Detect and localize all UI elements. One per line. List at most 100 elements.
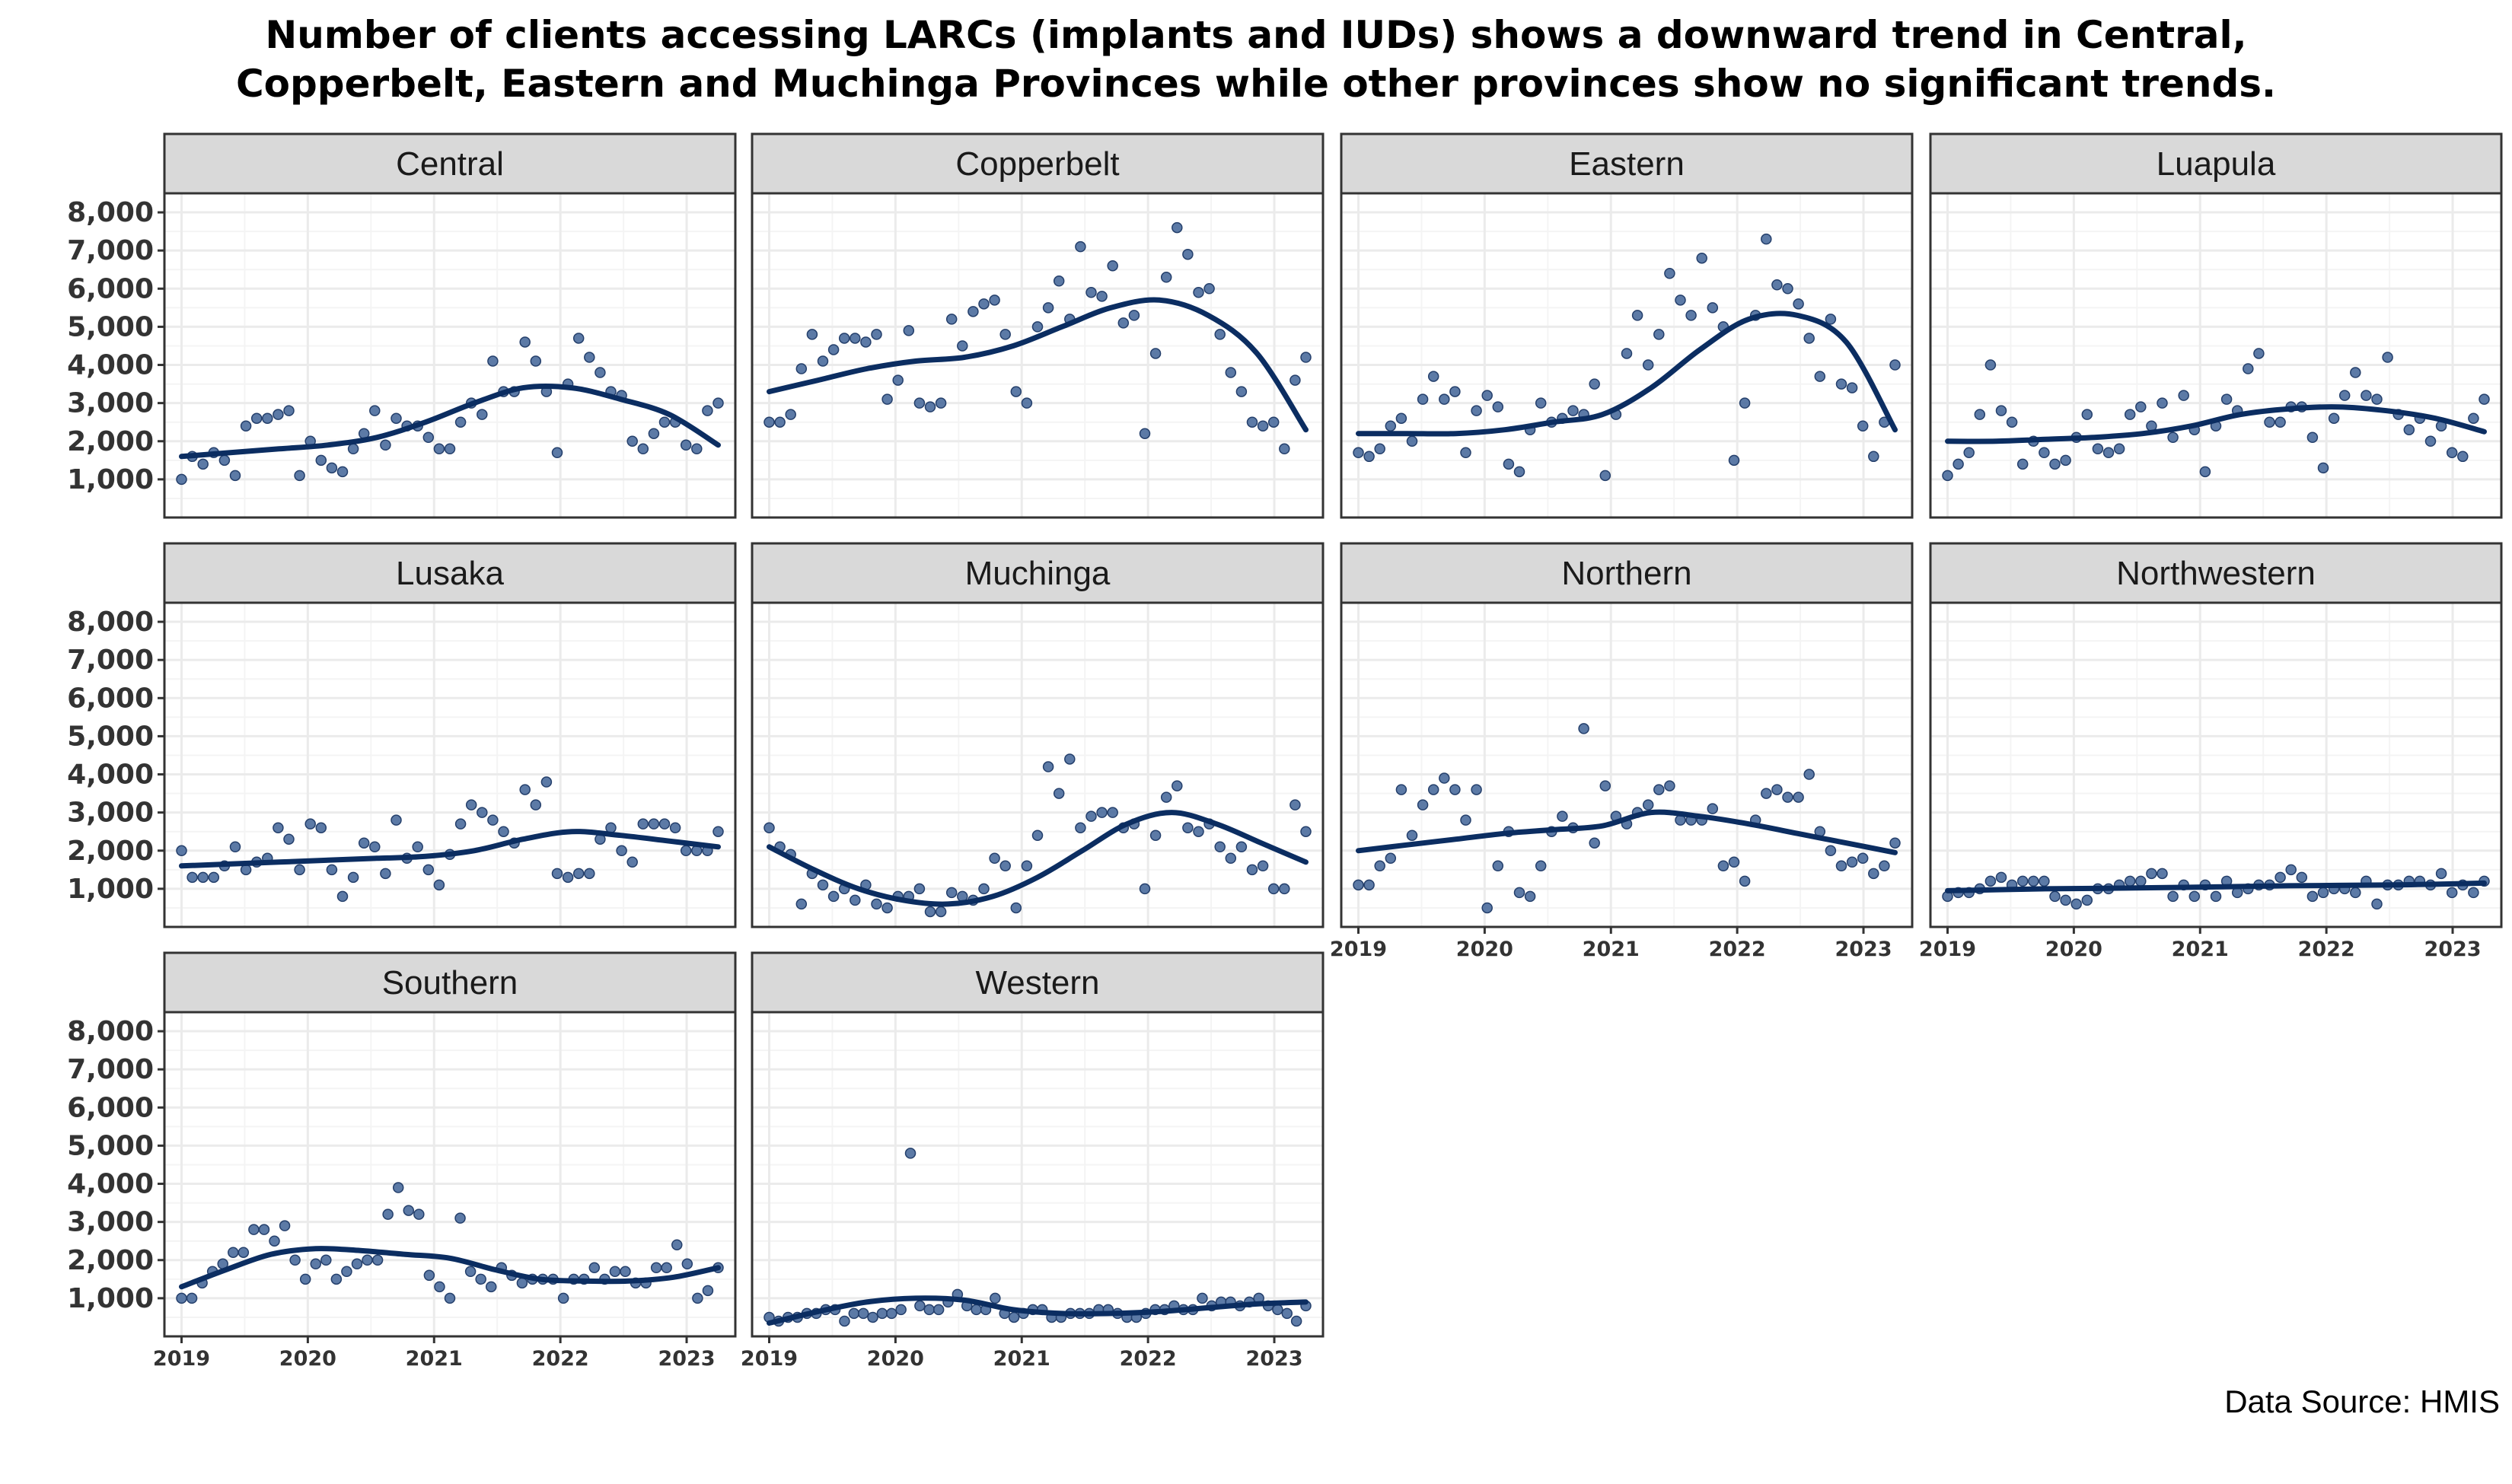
x-tick-label: 2023 bbox=[658, 1347, 715, 1371]
data-point bbox=[2361, 390, 2372, 401]
data-point bbox=[454, 818, 467, 830]
data-point bbox=[1685, 310, 1697, 321]
x-tick-label: 2019 bbox=[741, 1347, 798, 1371]
x-tick-label: 2022 bbox=[1709, 938, 1766, 961]
data-point bbox=[2285, 864, 2297, 876]
trend-line-lusaka bbox=[179, 829, 721, 869]
data-point bbox=[1182, 822, 1194, 833]
data-point bbox=[1385, 852, 1397, 865]
data-point bbox=[240, 420, 252, 432]
data-point bbox=[1846, 382, 1858, 393]
data-point bbox=[871, 898, 882, 910]
y-tick-label: 4,000 bbox=[67, 350, 154, 381]
data-point bbox=[464, 1266, 477, 1278]
data-point bbox=[1374, 860, 1385, 872]
panel-border bbox=[163, 192, 737, 519]
data-point bbox=[2070, 898, 2082, 910]
data-point bbox=[1653, 784, 1665, 795]
data-point bbox=[1984, 875, 1997, 887]
x-tick-label: 2019 bbox=[153, 1347, 210, 1371]
facet-label-northern: Northern bbox=[1561, 555, 1691, 592]
data-point bbox=[691, 443, 703, 455]
data-point bbox=[1395, 412, 1407, 424]
data-point bbox=[2479, 393, 2490, 405]
data-point bbox=[1172, 780, 1183, 791]
data-point bbox=[2446, 447, 2458, 459]
data-point bbox=[1953, 458, 1964, 470]
data-point bbox=[669, 822, 681, 833]
data-point bbox=[935, 906, 947, 918]
x-tick-label: 2020 bbox=[867, 1347, 924, 1371]
data-point bbox=[273, 409, 284, 420]
data-point bbox=[176, 1292, 187, 1304]
data-point bbox=[1513, 466, 1525, 478]
data-point bbox=[1225, 367, 1237, 378]
data-point bbox=[1771, 784, 1783, 795]
data-point bbox=[279, 1220, 291, 1231]
data-point bbox=[465, 799, 477, 810]
data-point bbox=[2403, 424, 2415, 435]
data-point bbox=[1739, 875, 1751, 887]
data-point bbox=[477, 409, 488, 420]
data-point bbox=[351, 1258, 363, 1270]
data-point bbox=[2124, 409, 2136, 420]
data-point bbox=[2264, 416, 2275, 428]
data-point bbox=[1868, 868, 1879, 880]
data-point bbox=[1696, 252, 1707, 264]
data-point bbox=[1995, 405, 2007, 416]
data-point bbox=[1214, 841, 1226, 853]
data-point bbox=[1353, 447, 1364, 459]
data-point bbox=[176, 845, 187, 857]
data-point bbox=[551, 868, 563, 880]
trend-line-eastern bbox=[1356, 310, 1898, 437]
facet-label-northwestern: Northwestern bbox=[2116, 555, 2316, 592]
data-point bbox=[1172, 221, 1183, 234]
panel-border bbox=[751, 1011, 1325, 1338]
data-point bbox=[1449, 386, 1461, 397]
data-point bbox=[1664, 267, 1675, 279]
facet-label-lusaka: Lusaka bbox=[396, 555, 504, 592]
data-point bbox=[1868, 451, 1879, 463]
data-source-note: Data Source: HMIS bbox=[2224, 1384, 2500, 1419]
data-point bbox=[1064, 753, 1076, 765]
data-point bbox=[2102, 447, 2115, 459]
data-point bbox=[347, 443, 359, 455]
data-point bbox=[971, 1304, 982, 1316]
panel-border bbox=[751, 192, 1325, 519]
data-point bbox=[1835, 378, 1847, 390]
data-point bbox=[283, 405, 295, 416]
data-point bbox=[2243, 363, 2254, 374]
data-point bbox=[2039, 447, 2050, 459]
data-point bbox=[391, 412, 402, 424]
data-point bbox=[1085, 810, 1097, 822]
data-point bbox=[422, 864, 435, 876]
data-point bbox=[817, 355, 829, 367]
data-point bbox=[2006, 416, 2018, 428]
data-point bbox=[2210, 890, 2222, 903]
data-point bbox=[1010, 902, 1022, 914]
data-point bbox=[904, 1148, 916, 1159]
data-point bbox=[1160, 791, 1172, 803]
data-point bbox=[2146, 868, 2157, 880]
data-point bbox=[412, 841, 423, 853]
data-point bbox=[2167, 432, 2179, 444]
data-point bbox=[913, 397, 926, 409]
data-point bbox=[283, 833, 295, 845]
data-point bbox=[1803, 769, 1815, 780]
data-point bbox=[2178, 390, 2189, 401]
data-point bbox=[2157, 397, 2168, 409]
data-point bbox=[806, 329, 818, 340]
facet-panel-southern: Southern 1,000 2,000 3,000 4,000 5,000 6,000 7,… bbox=[67, 951, 737, 1371]
facet-strip-luapula bbox=[1929, 132, 2503, 195]
data-point bbox=[1825, 314, 1837, 325]
data-point bbox=[702, 405, 713, 416]
data-point bbox=[2253, 348, 2265, 359]
data-point bbox=[1771, 279, 1783, 291]
data-point bbox=[626, 435, 638, 447]
data-point bbox=[850, 894, 861, 906]
data-point bbox=[413, 1209, 425, 1220]
data-point bbox=[218, 454, 231, 467]
data-point bbox=[2382, 352, 2393, 363]
data-point bbox=[369, 841, 381, 853]
data-point bbox=[978, 298, 990, 310]
